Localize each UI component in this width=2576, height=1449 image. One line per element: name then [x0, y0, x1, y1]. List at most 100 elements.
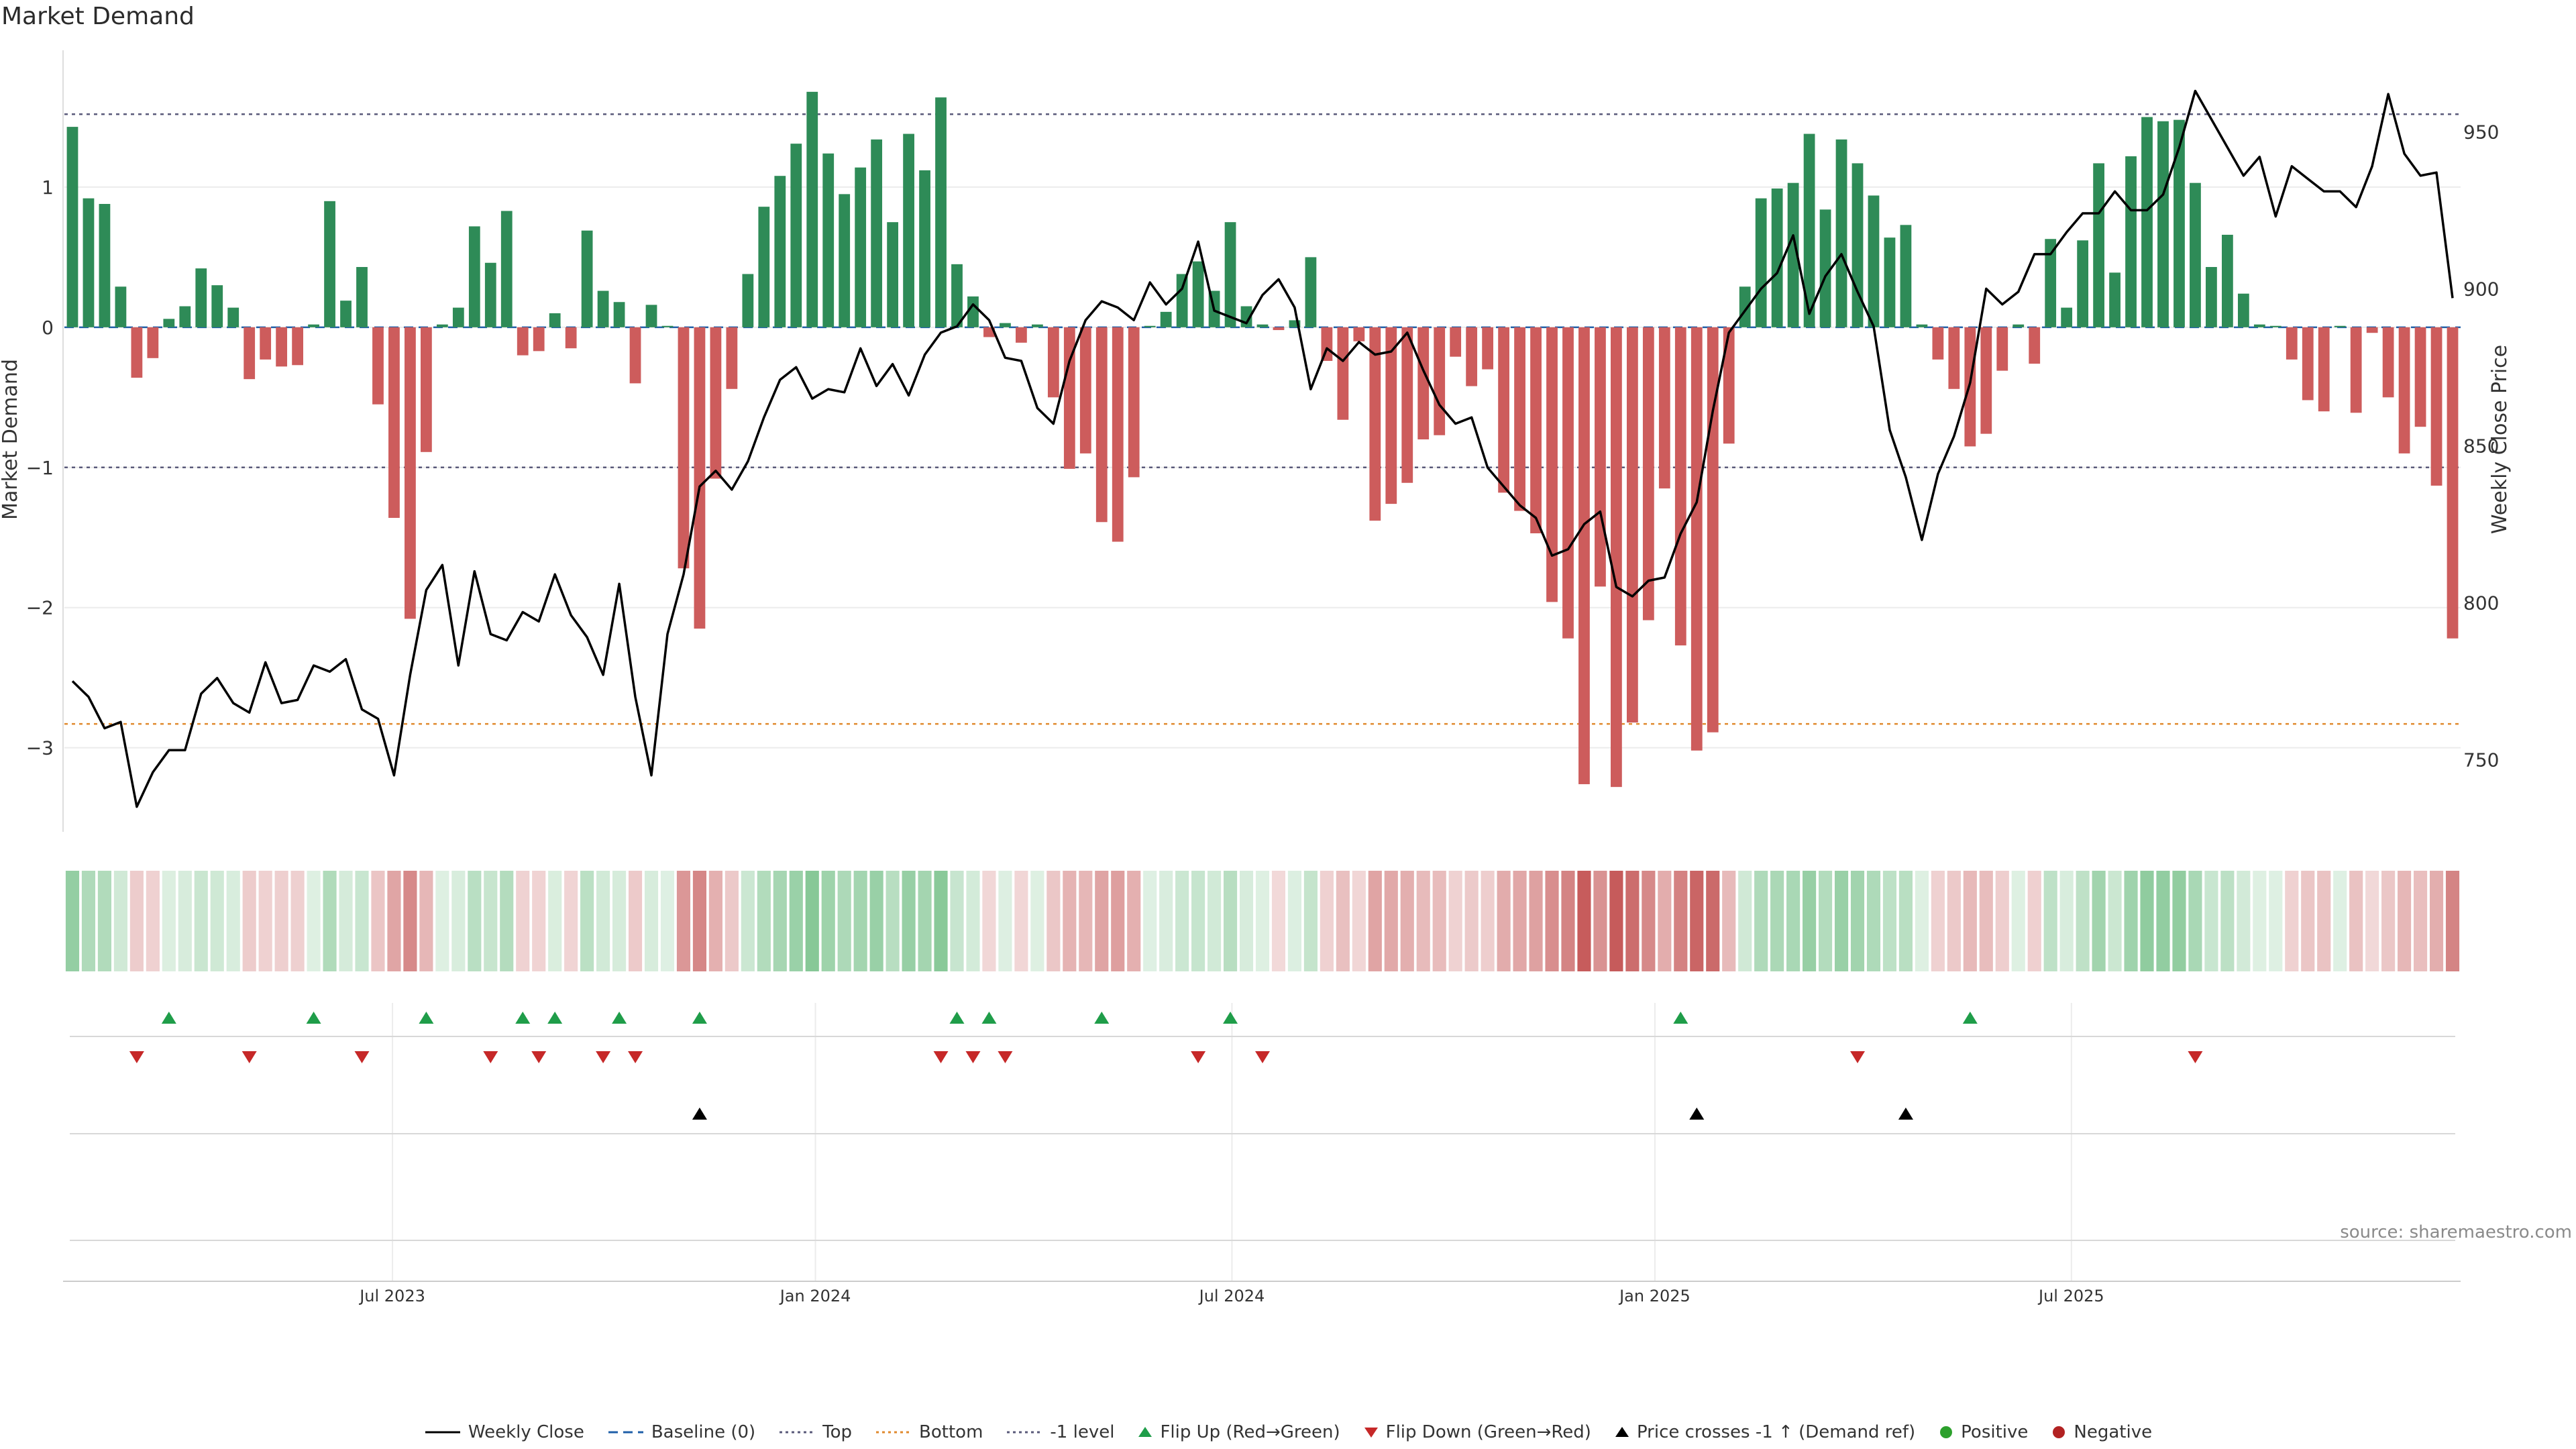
demand-bar-negative — [1047, 327, 1059, 398]
heat-cell — [853, 871, 867, 971]
demand-bar-negative — [2318, 327, 2330, 412]
x-tick-label: Jul 2023 — [358, 1287, 425, 1305]
demand-bar-negative — [405, 327, 416, 619]
heat-cell — [789, 871, 803, 971]
heat-cell — [1609, 871, 1623, 971]
demand-bar-positive — [324, 201, 335, 327]
heat-cell — [2429, 871, 2444, 971]
heat-cell — [1947, 871, 1961, 971]
demand-bar-positive — [195, 268, 207, 327]
y-tick-label: −3 — [26, 737, 54, 759]
heat-cell — [1963, 871, 1977, 971]
heat-cell — [500, 871, 514, 971]
y-tick-label: −1 — [26, 457, 54, 479]
heat-cell — [2059, 871, 2074, 971]
weekly-close-line — [71, 89, 2454, 808]
demand-bar-negative — [2447, 327, 2459, 639]
legend-symbol-triangle-up — [1138, 1427, 1152, 1437]
demand-bar-positive — [83, 198, 95, 327]
flip-down-marker — [2188, 1051, 2203, 1063]
heat-cell — [1030, 871, 1044, 971]
demand-bar-positive — [1787, 182, 1799, 327]
demand-bar-positive — [1916, 324, 1928, 327]
demand-bar-negative — [1562, 327, 1574, 639]
flip-down-marker — [1191, 1051, 1206, 1063]
heat-cell — [2253, 871, 2267, 971]
demand-bar-positive — [758, 207, 770, 327]
demand-bar-negative — [678, 327, 690, 569]
legend-item: Flip Down (Green→Red) — [1363, 1422, 1591, 1442]
demand-bar-negative — [2029, 327, 2041, 364]
heat-cell — [1384, 871, 1398, 971]
demand-bar-negative — [1611, 327, 1622, 788]
heat-cell — [1464, 871, 1479, 971]
demand-bar-positive — [2190, 182, 2201, 327]
demand-bar-positive — [1771, 189, 1783, 327]
heat-cell — [596, 871, 610, 971]
heat-cell — [2220, 871, 2235, 971]
heat-cell — [435, 871, 449, 971]
flip-up-marker — [515, 1012, 531, 1024]
legend-symbol-triangle-up — [1615, 1427, 1629, 1437]
demand-bar-positive — [227, 307, 239, 327]
legend-item: Bottom — [875, 1422, 983, 1442]
demand-bar-positive — [436, 324, 448, 327]
heat-cell — [708, 871, 722, 971]
heat-cell — [741, 871, 755, 971]
heat-cell — [2140, 871, 2154, 971]
demand-bar-positive — [1192, 261, 1204, 327]
demand-bar-positive — [2061, 307, 2073, 327]
heat-cell — [339, 871, 353, 971]
demand-bar-positive — [163, 319, 175, 327]
demand-bar-negative — [1980, 327, 1992, 434]
heat-cell — [2043, 871, 2057, 971]
demand-bar-negative — [1434, 327, 1446, 435]
demand-bar-negative — [388, 327, 400, 518]
heat-cell — [1336, 871, 1350, 971]
demand-bar-positive — [356, 267, 368, 327]
heat-cell — [2285, 871, 2299, 971]
legend-symbol-solid-line — [425, 1431, 460, 1434]
demand-bar-positive — [211, 285, 223, 327]
demand-bar-negative — [1016, 327, 1027, 343]
heat-cell — [146, 871, 160, 971]
demand-bar-negative — [147, 327, 159, 358]
demand-bar-positive — [2174, 119, 2185, 327]
heat-cell — [1320, 871, 1334, 971]
demand-bar-positive — [1031, 324, 1043, 327]
demand-bars — [66, 91, 2459, 788]
demand-bar-negative — [629, 327, 641, 384]
legend-symbol-triangle-down — [1364, 1428, 1378, 1438]
heat-cell — [660, 871, 675, 971]
legend-symbol-dot — [2053, 1426, 2065, 1438]
demand-bar-negative — [2414, 327, 2426, 427]
heat-cell — [178, 871, 192, 971]
demand-bar-positive — [2334, 325, 2346, 327]
heat-cell — [258, 871, 272, 971]
heat-cell — [194, 871, 208, 971]
heat-cell — [226, 871, 240, 971]
heat-cell — [1287, 871, 1302, 971]
flip-up-marker — [1962, 1012, 1978, 1024]
heat-cell — [1722, 871, 1736, 971]
heat-cell — [1400, 871, 1414, 971]
demand-bar-negative — [1996, 327, 2008, 371]
demand-bar-negative — [1112, 327, 1124, 542]
legend-label: Baseline (0) — [651, 1422, 756, 1442]
flip-down-marker — [596, 1051, 611, 1063]
heat-cell — [966, 871, 980, 971]
demand-bar-negative — [131, 327, 143, 378]
heat-cell — [1545, 871, 1559, 971]
heat-cell — [724, 871, 739, 971]
legend-item: Negative — [2051, 1422, 2152, 1442]
y2-tick-label: 850 — [2463, 435, 2499, 457]
heat-cell — [1898, 871, 1913, 971]
heat-cell — [1143, 871, 1157, 971]
heat-cell — [1095, 871, 1109, 971]
demand-bar-positive — [340, 301, 352, 327]
demand-bar-negative — [372, 327, 384, 405]
flip-down-marker — [241, 1051, 257, 1063]
demand-bar-negative — [1932, 327, 1944, 360]
heat-cell — [1770, 871, 1784, 971]
